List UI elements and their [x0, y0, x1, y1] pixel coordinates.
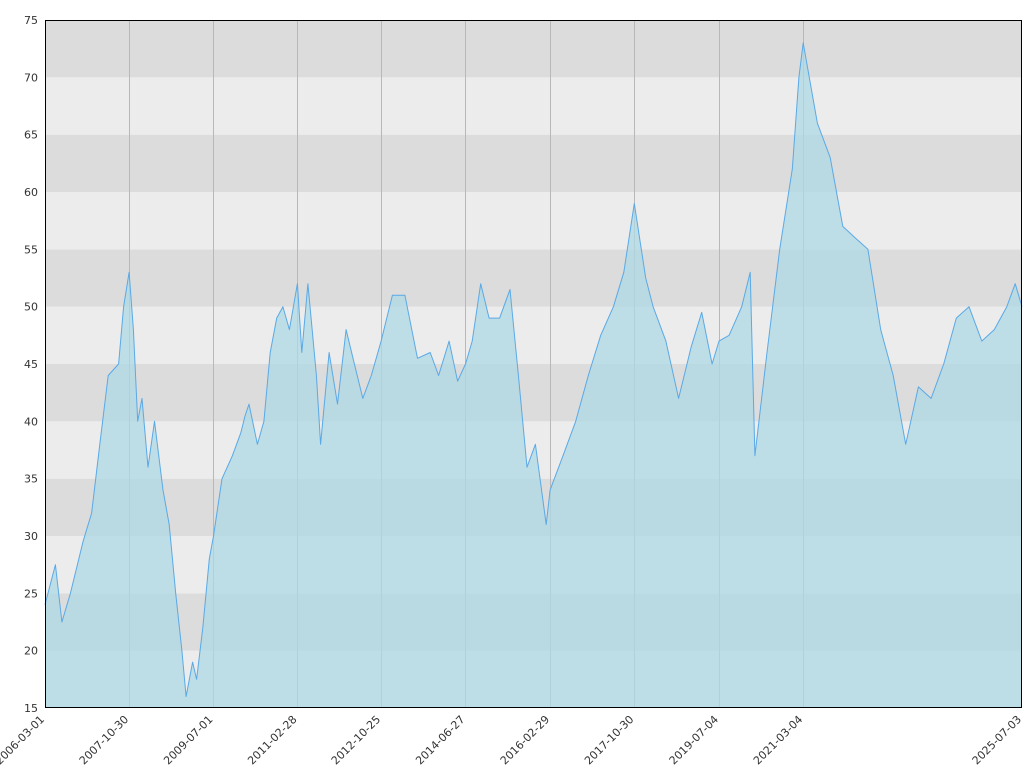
x-tick-label: 2006-03-01 [0, 713, 47, 767]
y-tick-label: 50 [24, 301, 38, 314]
x-tick-label: 2012-10-25 [329, 713, 383, 767]
y-tick-label: 30 [24, 530, 38, 543]
x-tick-label: 2021-03-04 [751, 713, 805, 767]
y-tick-label: 65 [24, 129, 38, 142]
x-tick-label: 2009-07-01 [161, 713, 215, 767]
band-55-60 [45, 192, 1022, 250]
x-tick-label: 2016-02-29 [498, 713, 552, 767]
y-tick-label: 70 [24, 71, 38, 84]
x-tick-label: 2025-07-03 [970, 713, 1024, 767]
y-tick-label: 40 [24, 415, 38, 428]
band-70-75 [45, 20, 1022, 78]
series-layer [44, 42, 1023, 708]
y-tick-label: 60 [24, 186, 38, 199]
band-65-70 [45, 77, 1022, 135]
plot-frame [45, 20, 1022, 708]
y-axis-tick-labels: 15 20 25 30 35 40 45 50 55 60 65 70 75 [24, 14, 38, 715]
x-tick-label: 2011-02-28 [245, 713, 299, 767]
y-tick-label: 15 [24, 702, 38, 715]
series-area-fill [45, 42, 1022, 708]
x-tick-label: 2019-07-04 [667, 713, 721, 767]
x-axis-tick-labels: 2006-03-01 2007-10-30 2009-07-01 2011-02-28… [0, 713, 1024, 767]
y-tick-label: 75 [24, 14, 38, 27]
series-line [44, 42, 1023, 697]
x-tick-label: 2014-06-27 [413, 713, 467, 767]
band-60-65 [45, 134, 1022, 192]
y-tick-label: 55 [24, 243, 38, 256]
y-tick-label: 35 [24, 473, 38, 486]
y-tick-label: 20 [24, 645, 38, 658]
x-tick-label: 2017-10-30 [582, 713, 636, 767]
y-tick-label: 45 [24, 358, 38, 371]
y-tick-label: 25 [24, 587, 38, 600]
x-tick-label: 2007-10-30 [77, 713, 131, 767]
